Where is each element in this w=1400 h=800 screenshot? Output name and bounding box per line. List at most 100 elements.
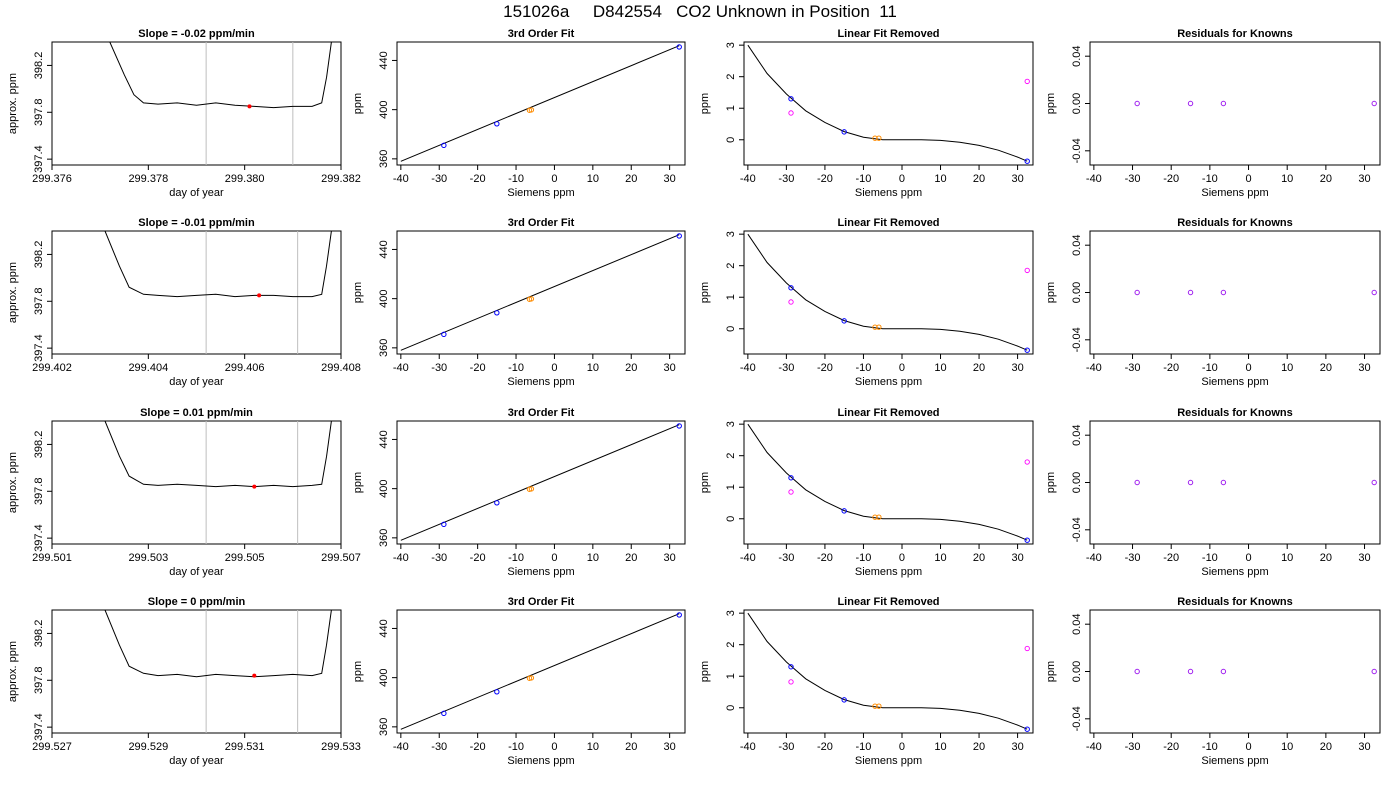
y-tick-label: -0.04 (1071, 706, 1083, 731)
highlight-point (252, 673, 257, 678)
panel-4-3: Linear Fit Removed -40 -30 -20 -10 0 10 20 30 0 1 2… (699, 596, 1034, 767)
plot-area (400, 44, 682, 162)
x-tick-label: 10 (587, 741, 599, 753)
data-point (872, 514, 878, 520)
panel-title: 3rd Order Fit (508, 596, 575, 608)
x-tick-label: -30 (431, 741, 447, 753)
x-axis-label: day of year (169, 566, 224, 578)
x-tick-label: 10 (1281, 362, 1293, 374)
x-tick-label: 20 (1320, 362, 1332, 374)
data-point (1220, 668, 1227, 675)
highlight-point (257, 293, 262, 298)
x-tick-label: 20 (973, 362, 985, 374)
x-tick-label: -10 (856, 741, 872, 753)
data-point (876, 135, 882, 141)
y-tick-label: 0.04 (1071, 45, 1083, 66)
x-tick-label: 0 (899, 552, 905, 564)
x-tick-label: 0 (1245, 741, 1251, 753)
y-tick-label: 0 (725, 326, 737, 332)
x-axis-label: Siemens ppm (855, 187, 922, 199)
plot-frame (1089, 609, 1381, 734)
y-tick-label: 397.4 (33, 524, 45, 552)
data-point (1024, 347, 1030, 353)
plot-frame (743, 41, 1034, 166)
x-tick-label: -10 (1202, 741, 1218, 753)
fit-line (400, 234, 680, 351)
panel-title: Linear Fit Removed (837, 407, 939, 419)
y-tick-label: 2 (725, 453, 737, 459)
y-tick-label: 2 (725, 74, 737, 80)
data-point (788, 664, 794, 670)
fit-line (400, 424, 680, 541)
panel-1-3: Linear Fit Removed -40 -30 -20 -10 0 10 20 30 0 1 2… (699, 28, 1034, 199)
plot-frame (51, 230, 342, 355)
x-tick-label: 0 (1245, 552, 1251, 564)
x-axis-label: Siemens ppm (1201, 755, 1268, 767)
x-tick-label: 20 (973, 173, 985, 185)
x-tick-label: 20 (1320, 552, 1332, 564)
data-point (872, 703, 878, 709)
y-tick-label: 440 (378, 51, 390, 69)
y-axis-label: approx. ppm (7, 452, 19, 513)
y-tick-label: 1 (725, 673, 737, 679)
y-axis-label: ppm (699, 93, 711, 114)
y-axis-label: ppm (699, 282, 711, 303)
x-tick-label: 30 (1011, 173, 1023, 185)
y-axis-label: ppm (1045, 472, 1057, 493)
x-axis-label: Siemens ppm (507, 187, 574, 199)
y-tick-label: 397.4 (33, 713, 45, 741)
x-tick-label: -20 (1163, 362, 1179, 374)
x-tick-label: 299.378 (128, 173, 168, 185)
x-tick-label: 30 (1011, 741, 1023, 753)
x-tick-label: 20 (1320, 173, 1332, 185)
panel-4-4: Residuals for Knowns -40 -30 -20 -10 0 10 20 30 -… (1045, 596, 1381, 767)
x-tick-label: -30 (1125, 741, 1141, 753)
plot-area (400, 423, 682, 541)
x-tick-label: -10 (508, 741, 524, 753)
y-tick-label: 1 (725, 105, 737, 111)
x-tick-label: -20 (1163, 173, 1179, 185)
y-tick-label: 398.2 (33, 52, 45, 80)
y-tick-label: 1 (725, 484, 737, 490)
x-tick-label: -10 (508, 552, 524, 564)
x-tick-label: -30 (1125, 552, 1141, 564)
x-tick-label: -30 (778, 173, 794, 185)
x-axis-label: Siemens ppm (855, 376, 922, 388)
x-tick-label: 299.408 (321, 362, 361, 374)
data-point (1187, 479, 1194, 486)
data-point (1024, 537, 1030, 543)
x-tick-label: 30 (664, 362, 676, 374)
x-tick-label: -20 (817, 173, 833, 185)
plot-frame (1089, 420, 1381, 545)
x-tick-label: 30 (1011, 362, 1023, 374)
x-tick-label: -30 (778, 741, 794, 753)
data-point (441, 710, 447, 717)
y-tick-label: 2 (725, 263, 737, 269)
x-tick-label: -30 (778, 552, 794, 564)
plot-area (400, 233, 682, 351)
x-tick-label: 30 (1011, 552, 1023, 564)
x-tick-label: 30 (664, 552, 676, 564)
plot-frame (396, 609, 686, 734)
x-tick-label: -20 (817, 362, 833, 374)
y-tick-label: 397.4 (33, 334, 45, 362)
x-tick-label: 299.507 (321, 552, 361, 564)
fit-curve (747, 423, 1028, 541)
data-point (441, 521, 447, 528)
y-tick-label: -0.04 (1071, 327, 1083, 352)
panel-title: 3rd Order Fit (508, 407, 575, 419)
x-tick-label: -20 (817, 741, 833, 753)
x-axis-label: Siemens ppm (507, 755, 574, 767)
y-tick-label: 0.00 (1071, 282, 1083, 303)
x-tick-label: 0 (551, 552, 557, 564)
x-tick-label: -20 (470, 362, 486, 374)
data-point (676, 44, 682, 50)
x-tick-label: -40 (393, 173, 409, 185)
fit-curve (747, 233, 1028, 351)
figure-title: 151026a D842554 CO2 Unknown in Position … (503, 2, 897, 21)
data-point (1134, 289, 1140, 296)
panel-3-2: 3rd Order Fit -40 -30 -20 -10 0 10 20 30 360 400 44… (352, 407, 686, 578)
x-axis-label: Siemens ppm (855, 566, 922, 578)
x-tick-label: 20 (973, 741, 985, 753)
plot-frame (51, 420, 342, 545)
